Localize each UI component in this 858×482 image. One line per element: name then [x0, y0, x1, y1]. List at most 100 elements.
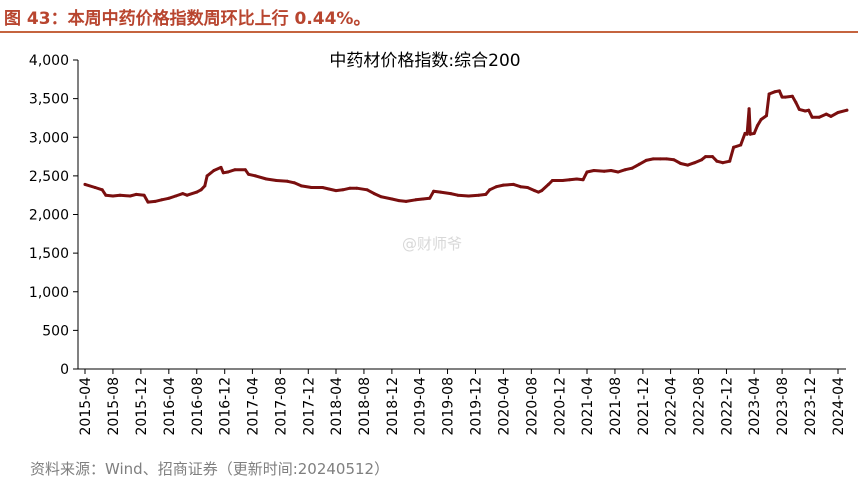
data-point — [644, 158, 648, 162]
data-point — [341, 188, 345, 192]
data-point — [104, 193, 108, 197]
data-point — [428, 196, 432, 200]
y-tick-label: 500 — [42, 323, 69, 339]
x-tick-label: 2015-08 — [106, 377, 122, 436]
data-point — [488, 188, 492, 192]
data-point — [845, 108, 849, 112]
data-point — [739, 143, 743, 147]
data-point — [334, 189, 338, 193]
data-point — [592, 169, 596, 172]
data-point — [390, 197, 394, 201]
x-tick-label: 2017-08 — [273, 377, 289, 436]
data-point — [221, 171, 225, 175]
data-point — [836, 111, 840, 114]
data-point — [547, 182, 550, 186]
data-point — [111, 194, 115, 198]
data-point — [264, 177, 268, 181]
data-point — [501, 183, 505, 187]
x-tick-label: 2017-04 — [245, 377, 261, 436]
x-tick-label: 2016-04 — [162, 377, 178, 436]
data-point — [616, 170, 620, 174]
data-point — [467, 194, 471, 198]
data-point — [285, 179, 289, 183]
data-point — [732, 145, 736, 149]
data-point — [449, 192, 453, 196]
x-tick-label: 2022-08 — [692, 377, 708, 436]
data-point — [817, 115, 821, 119]
data-point — [219, 165, 223, 169]
data-point — [658, 157, 662, 161]
data-point — [327, 187, 331, 191]
y-tick-label: 3,000 — [29, 130, 69, 146]
data-point — [561, 179, 564, 182]
data-point — [421, 197, 425, 201]
data-point — [704, 155, 708, 159]
data-point — [243, 168, 247, 172]
data-point — [372, 192, 376, 196]
data-point — [146, 200, 150, 204]
x-tick-label: 2017-12 — [301, 377, 317, 436]
data-point — [526, 186, 529, 189]
data-point — [803, 109, 807, 113]
chart-title: 中药材价格指数:综合200 — [329, 51, 520, 71]
data-point — [665, 157, 669, 161]
data-point — [630, 166, 634, 170]
data-point — [134, 192, 138, 196]
data-point — [672, 158, 676, 162]
data-point — [254, 174, 258, 178]
data-point — [404, 199, 408, 203]
data-point — [438, 190, 442, 194]
data-point — [752, 131, 756, 135]
data-point — [142, 193, 146, 197]
data-point — [212, 169, 216, 172]
title-divider — [0, 31, 858, 33]
data-point — [299, 184, 303, 188]
x-tick-label: 2021-12 — [636, 377, 652, 436]
data-point — [348, 186, 352, 190]
data-point — [693, 161, 697, 165]
data-point — [767, 92, 771, 96]
data-point — [484, 192, 488, 196]
x-tick-label: 2019-04 — [413, 377, 429, 436]
y-tick-label: 3,500 — [29, 92, 69, 108]
data-point — [93, 186, 97, 189]
x-tick-label: 2022-12 — [719, 377, 735, 436]
data-point — [790, 94, 794, 98]
x-tick-label: 2020-08 — [524, 377, 540, 436]
data-point — [777, 89, 781, 93]
data-point — [310, 186, 313, 189]
data-point — [585, 170, 589, 174]
data-point — [494, 185, 498, 189]
x-tick-label: 2016-12 — [218, 377, 234, 436]
y-tick-label: 1,500 — [29, 246, 69, 262]
data-point — [365, 188, 369, 192]
data-point — [568, 178, 572, 182]
x-tick-label: 2015-04 — [78, 377, 94, 436]
data-point — [205, 174, 209, 178]
data-point — [829, 114, 833, 118]
data-point — [432, 189, 436, 193]
data-point — [575, 177, 579, 181]
data-point — [195, 190, 199, 194]
data-point — [759, 118, 763, 121]
data-point — [536, 190, 540, 194]
x-tick-label: 2018-04 — [329, 377, 345, 436]
watermark: @财师爷 — [402, 235, 463, 253]
data-point — [711, 155, 714, 159]
data-point — [715, 159, 719, 163]
data-point — [247, 172, 250, 176]
data-point — [226, 170, 230, 174]
x-tick-label: 2023-12 — [803, 377, 819, 436]
chart-axes: 0 500 1,000 1,500 2,000 2,500 3,000 3,500 4,000 2… — [29, 53, 847, 436]
y-tick-label: 2,500 — [29, 169, 69, 185]
data-point — [728, 159, 732, 163]
data-point — [783, 95, 787, 99]
data-point — [810, 115, 814, 119]
y-tick-label: 4,000 — [29, 53, 69, 69]
data-point — [83, 182, 87, 186]
data-point — [233, 168, 237, 172]
data-point — [355, 186, 359, 190]
data-point — [414, 198, 418, 202]
x-tick-label: 2020-12 — [552, 377, 568, 436]
